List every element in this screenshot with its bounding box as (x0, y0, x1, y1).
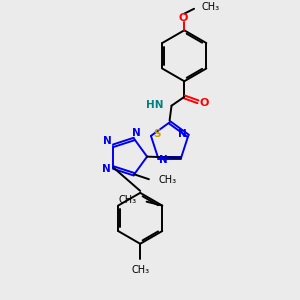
Text: CH₃: CH₃ (119, 195, 137, 205)
Text: O: O (199, 98, 208, 108)
Text: HN: HN (146, 100, 164, 110)
Text: N: N (103, 136, 112, 146)
Text: CH₃: CH₃ (131, 265, 149, 275)
Text: S: S (153, 129, 160, 139)
Text: N: N (102, 164, 111, 173)
Text: N: N (132, 128, 140, 138)
Text: CH₃: CH₃ (202, 2, 220, 12)
Text: CH₃: CH₃ (159, 175, 177, 185)
Text: N: N (159, 155, 167, 165)
Text: O: O (178, 13, 188, 22)
Text: N: N (178, 129, 187, 139)
